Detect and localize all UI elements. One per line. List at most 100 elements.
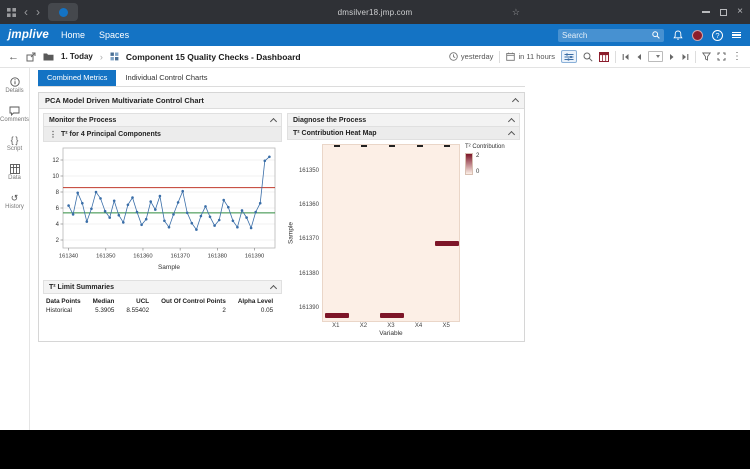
svg-text:4: 4: [56, 222, 60, 228]
side-rail: Details Comments { } Script Data ↺ Histo…: [0, 68, 30, 430]
display-options-button[interactable]: [561, 50, 577, 63]
monitor-section-title: Monitor the Process: [49, 117, 116, 124]
address-bar[interactable]: dmsilver18.jmp.com: [150, 8, 600, 17]
heatmap-top-tick: [444, 145, 450, 147]
jmplive-logo[interactable]: jmplive: [8, 29, 49, 41]
table-row: Historical 5.3905 8.55402 2 0.05: [46, 306, 278, 315]
next-page-icon[interactable]: [669, 53, 675, 61]
tab-combined-metrics[interactable]: Combined Metrics: [38, 70, 116, 86]
limit-summaries-title: T² Limit Summaries: [49, 284, 114, 291]
heatmap-header[interactable]: T² Contribution Heat Map: [287, 127, 520, 140]
heatmap-y-axis-title: Sample: [288, 222, 295, 244]
heatmap-x-labels: X1 X2 X3 X4 X5: [322, 323, 460, 329]
legend-max-label: 2: [476, 153, 479, 159]
nav-spaces[interactable]: Spaces: [99, 30, 129, 40]
heatmap-title: T² Contribution Heat Map: [293, 130, 377, 137]
col-ucl: UCL: [119, 297, 154, 306]
browser-tab[interactable]: [48, 3, 78, 21]
svg-text:2: 2: [56, 238, 60, 244]
collapse-chevron-icon[interactable]: [270, 284, 277, 291]
heatmap-cell-X3-161392: [380, 313, 404, 318]
cell-data-points: Historical: [46, 306, 86, 315]
col-data-points: Data Points: [46, 297, 86, 306]
dashboard-icon: [110, 52, 119, 61]
tab-individual-control-charts[interactable]: Individual Control Charts: [116, 70, 216, 86]
fullscreen-icon[interactable]: [717, 52, 726, 61]
sidebar-item-details[interactable]: Details: [0, 77, 29, 94]
heatmap-top-tick: [361, 145, 367, 147]
heatmap-block: Sample 161350161360161370161380161390 T²…: [287, 144, 520, 322]
legend-min-label: 0: [476, 169, 479, 175]
data-table-icon: [10, 164, 20, 174]
x-axis-title: Sample: [158, 264, 180, 271]
search-report-icon[interactable]: [583, 52, 593, 62]
t2-chart-title: T² for 4 Principal Components: [61, 131, 161, 138]
heatmap-x-axis-title: Variable: [322, 330, 460, 337]
col-median: Median: [86, 297, 120, 306]
more-options-icon[interactable]: ⋮: [732, 51, 742, 62]
first-page-icon[interactable]: [622, 53, 630, 61]
breadcrumb-space[interactable]: 1. Today: [61, 52, 93, 61]
last-page-icon[interactable]: [681, 53, 689, 61]
page-selector[interactable]: [648, 51, 663, 62]
main-content: Combined Metrics Individual Control Char…: [30, 68, 750, 430]
x-label-x3: X3: [377, 323, 405, 329]
search-input[interactable]: [562, 31, 652, 40]
screen-letterbox: [0, 430, 750, 469]
diagnose-section-header[interactable]: Diagnose the Process: [287, 113, 520, 127]
comment-icon: [9, 106, 20, 116]
help-icon[interactable]: ?: [712, 30, 723, 41]
collapse-chevron-icon[interactable]: [508, 117, 515, 124]
collapse-chevron-icon[interactable]: [512, 98, 519, 105]
cell-median: 5.3905: [86, 306, 120, 315]
history-icon: ↺: [11, 193, 19, 203]
sidebar-item-comments[interactable]: Comments: [0, 106, 29, 123]
heatmap-y-tick-label: 161350: [299, 168, 319, 174]
expiry-time: in 11 hours: [506, 52, 555, 61]
sidebar-item-script[interactable]: { } Script: [0, 135, 29, 152]
user-avatar[interactable]: [692, 30, 703, 41]
app-header: jmplive Home Spaces ?: [0, 24, 750, 46]
x-label-x2: X2: [350, 323, 378, 329]
x-label-x4: X4: [405, 323, 433, 329]
browser-forward-icon[interactable]: ›: [36, 7, 40, 17]
limit-summaries-table: Data Points Median UCL Out Of Control Po…: [46, 297, 278, 315]
pca-panel-header[interactable]: PCA Model Driven Multivariate Control Ch…: [39, 93, 524, 109]
apps-grid-icon[interactable]: [7, 8, 16, 17]
nav-home[interactable]: Home: [61, 30, 85, 40]
browser-back-icon[interactable]: ‹: [24, 7, 28, 17]
t2-chart-header[interactable]: ⋮ T² for 4 Principal Components: [43, 127, 282, 142]
heatmap-cell-X1-161392: [325, 313, 349, 318]
sidebar-item-history[interactable]: ↺ History: [0, 193, 29, 210]
jmp-data-table-icon[interactable]: [599, 52, 609, 62]
svg-text:161390: 161390: [245, 254, 264, 260]
notifications-bell-icon[interactable]: [673, 30, 683, 41]
heatmap-y-tick-label: 161360: [299, 202, 319, 208]
sidebar-item-data[interactable]: Data: [0, 164, 29, 181]
t2-control-chart[interactable]: 2468101216134016135016136016137016138016…: [43, 142, 281, 272]
minimize-icon[interactable]: [702, 11, 710, 13]
page-title: Component 15 Quality Checks - Dashboard: [126, 52, 301, 62]
close-icon[interactable]: ×: [737, 8, 743, 16]
search-icon[interactable]: [652, 31, 660, 39]
menu-icon[interactable]: [732, 32, 741, 39]
clock-icon: [449, 52, 458, 61]
svg-text:161350: 161350: [96, 254, 115, 260]
share-icon[interactable]: [26, 52, 36, 62]
collapse-chevron-icon[interactable]: [270, 117, 277, 124]
chart-menu-icon[interactable]: ⋮: [49, 130, 57, 139]
svg-text:161380: 161380: [208, 254, 227, 260]
previous-page-icon[interactable]: [636, 53, 642, 61]
heatmap-plot[interactable]: [322, 144, 460, 322]
maximize-icon[interactable]: [720, 9, 727, 16]
report-card: PCA Model Driven Multivariate Control Ch…: [38, 92, 525, 342]
bookmark-star-icon[interactable]: ☆: [512, 7, 520, 18]
back-button[interactable]: ←: [8, 51, 19, 63]
collapse-chevron-icon[interactable]: [508, 130, 515, 137]
col-ooc-points: Out Of Control Points: [154, 297, 231, 306]
limit-summaries-header[interactable]: T² Limit Summaries: [43, 280, 282, 294]
monitor-section-header[interactable]: Monitor the Process: [43, 113, 282, 127]
filter-funnel-icon[interactable]: [702, 52, 711, 61]
report-tabs: Combined Metrics Individual Control Char…: [38, 70, 525, 87]
header-search[interactable]: [558, 29, 664, 42]
